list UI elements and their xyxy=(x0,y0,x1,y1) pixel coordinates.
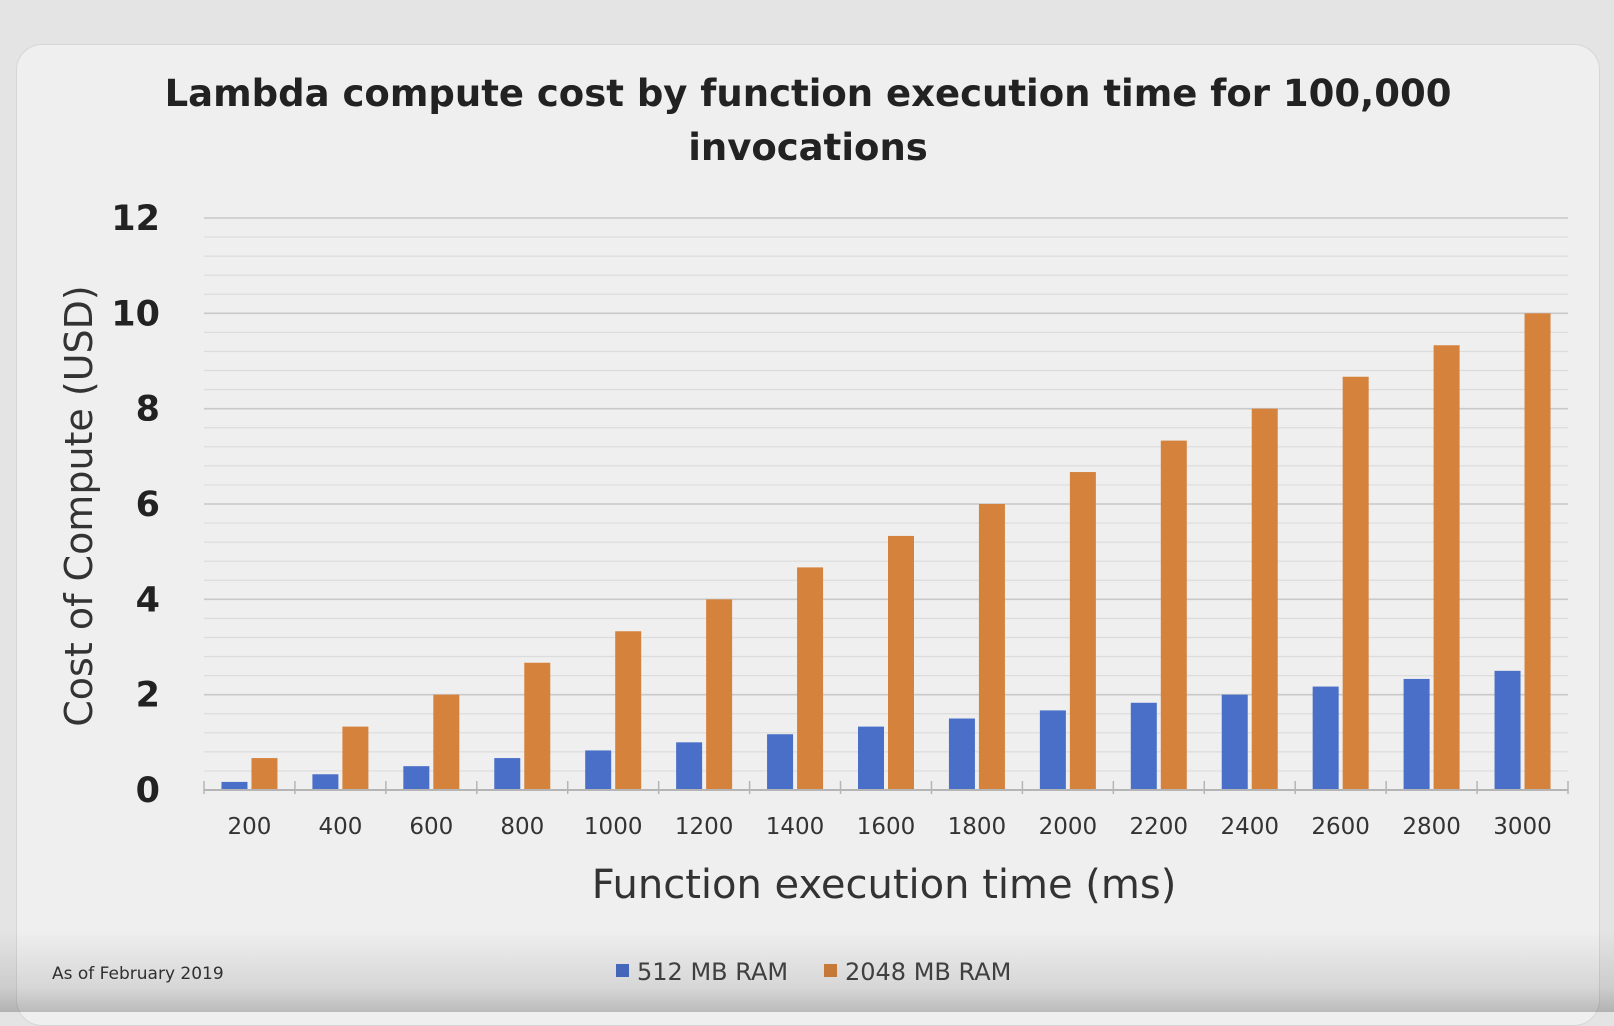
bar-2048mb-2600 xyxy=(1342,376,1369,790)
x-tick-label: 400 xyxy=(318,814,362,840)
x-axis-ticks: 200 400 600 800 1000 1200 1400 1600 1800 2000 2200… xyxy=(228,814,1552,840)
bar-2048mb-600 xyxy=(433,694,460,790)
bars xyxy=(221,313,1551,790)
gridlines xyxy=(204,217,1568,772)
bar-512mb-600 xyxy=(403,766,430,790)
x-tick-label: 600 xyxy=(409,814,453,840)
bar-512mb-1800 xyxy=(948,718,975,790)
bar-512mb-2000 xyxy=(1039,710,1066,790)
bar-2048mb-800 xyxy=(524,662,551,790)
bar-2048mb-2800 xyxy=(1433,345,1460,790)
bar-2048mb-1400 xyxy=(797,567,824,790)
x-axis-label: Function execution time (ms) xyxy=(592,862,1177,908)
legend-swatch-512 xyxy=(616,964,629,977)
legend-swatch-2048 xyxy=(824,964,837,977)
bar-512mb-1000 xyxy=(585,750,612,790)
x-tick-label: 2000 xyxy=(1039,814,1098,840)
bar-2048mb-1600 xyxy=(888,535,914,790)
x-tick-label: 1800 xyxy=(948,814,1007,840)
bar-2048mb-2200 xyxy=(1160,440,1187,790)
x-tick-label: 1400 xyxy=(766,814,825,840)
legend: 512 MB RAM 2048 MB RAM xyxy=(616,958,1011,986)
x-tick-label: 2800 xyxy=(1402,814,1461,840)
x-tick-label: 1600 xyxy=(857,814,916,840)
bar-512mb-200 xyxy=(221,781,248,790)
x-axis xyxy=(203,781,1569,794)
bar-512mb-2200 xyxy=(1130,702,1157,790)
bar-512mb-3000 xyxy=(1494,670,1521,790)
x-tick-label: 3000 xyxy=(1493,814,1552,840)
footnote: As of February 2019 xyxy=(52,964,224,984)
bar-512mb-2400 xyxy=(1221,694,1248,790)
x-tick-label: 2200 xyxy=(1130,814,1189,840)
bar-2048mb-1800 xyxy=(978,504,1005,790)
x-tick-label: 2400 xyxy=(1220,814,1279,840)
y-tick-label: 2 xyxy=(136,676,160,716)
bar-2048mb-400 xyxy=(342,726,369,790)
bar-512mb-1200 xyxy=(676,742,703,790)
bar-2048mb-1200 xyxy=(706,599,733,790)
bar-2048mb-2000 xyxy=(1069,472,1096,790)
x-tick-label: 1200 xyxy=(675,814,734,840)
bar-2048mb-200 xyxy=(251,758,278,790)
chart-title-line-1: Lambda compute cost by function executio… xyxy=(165,72,1452,115)
y-tick-label: 10 xyxy=(111,294,160,334)
bar-2048mb-3000 xyxy=(1524,313,1551,790)
chart-title-line-2: invocations xyxy=(688,126,928,169)
bar-512mb-1400 xyxy=(767,734,794,790)
bar-512mb-800 xyxy=(494,758,521,790)
bar-2048mb-2400 xyxy=(1251,408,1278,790)
legend-label-2048: 2048 MB RAM xyxy=(845,958,1011,986)
legend-label-512: 512 MB RAM xyxy=(637,958,788,986)
bar-512mb-2800 xyxy=(1403,678,1430,790)
x-tick-label: 800 xyxy=(500,814,544,840)
y-axis-label: Cost of Compute (USD) xyxy=(57,285,101,726)
bar-2048mb-1000 xyxy=(615,631,642,790)
y-axis-ticks: 0 2 4 6 8 10 12 xyxy=(111,199,160,811)
y-tick-label: 4 xyxy=(136,580,160,620)
x-tick-label: 200 xyxy=(228,814,272,840)
bar-512mb-1600 xyxy=(858,726,884,790)
bar-512mb-2600 xyxy=(1312,686,1339,790)
chart-card xyxy=(16,44,1600,1026)
x-tick-label: 2600 xyxy=(1311,814,1370,840)
bar-512mb-400 xyxy=(312,774,339,790)
y-tick-label: 12 xyxy=(111,199,160,239)
y-tick-label: 6 xyxy=(136,485,160,525)
y-tick-label: 8 xyxy=(136,390,160,430)
x-tick-label: 1000 xyxy=(584,814,643,840)
y-tick-label: 0 xyxy=(136,771,160,811)
